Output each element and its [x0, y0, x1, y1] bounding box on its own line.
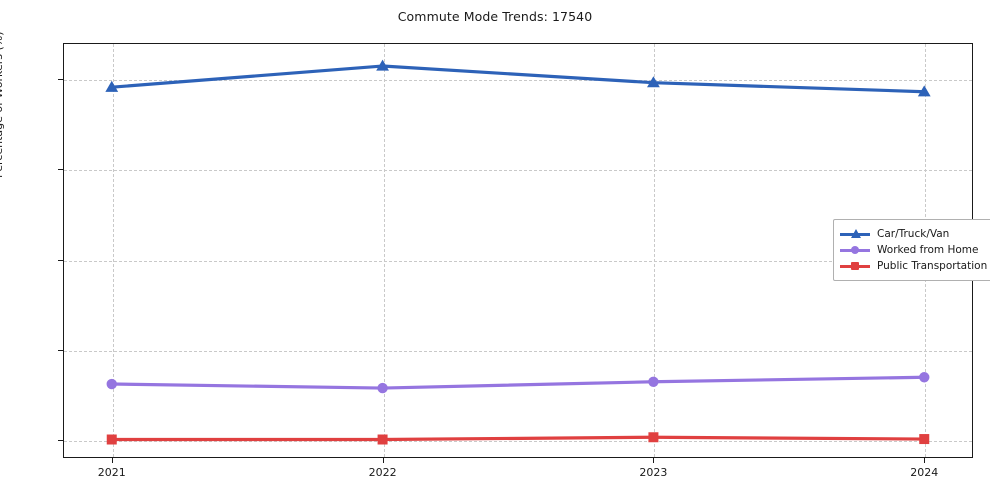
legend-label: Public Transportation	[877, 260, 988, 272]
legend-item[interactable]: Public Transportation	[840, 258, 987, 274]
x-axis-tick-label: 2023	[639, 466, 668, 479]
chart-title: Commute Mode Trends: 17540	[397, 9, 593, 24]
x-axis-tick-label: 2022	[368, 466, 397, 479]
legend-swatch-square-icon	[840, 259, 870, 273]
x-axis-tick-mark	[111, 458, 113, 463]
legend-marker-triangle-icon	[851, 229, 861, 238]
legend-swatch-circle-icon	[840, 243, 870, 257]
y-axis-title: Percentage of Workers (%)	[0, 31, 5, 179]
legend-item[interactable]: Worked from Home	[840, 242, 987, 258]
gridline-vertical	[654, 44, 656, 457]
x-axis-tick-mark	[924, 458, 926, 463]
x-axis-tick-mark	[653, 458, 655, 463]
x-axis-tick-label: 2024	[910, 466, 939, 479]
legend-label: Worked from Home	[877, 244, 979, 256]
legend-swatch-triangle-icon	[840, 227, 870, 241]
legend-label: Car/Truck/Van	[877, 228, 950, 240]
gridline-horizontal	[64, 170, 972, 172]
gridline-vertical	[112, 44, 114, 457]
gridline-horizontal	[64, 350, 972, 352]
x-axis-tick-label: 2021	[97, 466, 126, 479]
y-axis-tick-mark	[58, 259, 63, 261]
legend-marker-circle-icon	[851, 246, 859, 254]
y-axis-tick-mark	[58, 349, 63, 351]
chart-legend: Car/Truck/Van Worked from Home Public Tran…	[833, 219, 990, 281]
gridline-horizontal	[64, 260, 972, 262]
y-axis-tick-mark	[58, 439, 63, 441]
y-axis-tick-mark	[58, 79, 63, 81]
x-axis-tick-mark	[382, 458, 384, 463]
gridline-vertical	[383, 44, 385, 457]
y-axis-tick-mark	[58, 169, 63, 171]
legend-marker-square-icon	[851, 262, 859, 270]
gridline-horizontal	[64, 80, 972, 82]
legend-item[interactable]: Car/Truck/Van	[840, 226, 987, 242]
gridline-horizontal	[64, 440, 972, 442]
